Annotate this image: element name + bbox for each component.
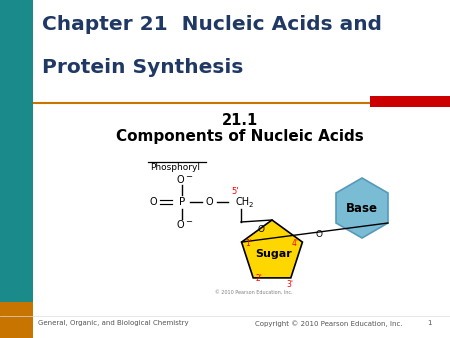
Text: O: O	[205, 197, 213, 207]
Text: CH: CH	[235, 197, 249, 207]
Text: 1': 1'	[245, 239, 252, 248]
Text: −: −	[185, 172, 192, 182]
Text: Copyright © 2010 Pearson Education, Inc.: Copyright © 2010 Pearson Education, Inc.	[255, 320, 403, 327]
Text: Sugar: Sugar	[256, 249, 292, 259]
Text: 21.1: 21.1	[222, 113, 258, 128]
Text: 2': 2'	[256, 274, 263, 283]
Text: O: O	[315, 230, 322, 239]
Bar	[0, 0, 33, 338]
Text: P: P	[179, 197, 185, 207]
Text: Protein Synthesis: Protein Synthesis	[42, 58, 243, 77]
Text: 4': 4'	[292, 239, 299, 248]
Text: Chapter 21  Nucleic Acids and: Chapter 21 Nucleic Acids and	[42, 15, 382, 34]
Text: © 2010 Pearson Education, Inc.: © 2010 Pearson Education, Inc.	[215, 290, 292, 295]
Text: 2: 2	[249, 202, 253, 208]
Bar	[370, 96, 450, 107]
Text: Components of Nucleic Acids: Components of Nucleic Acids	[116, 129, 364, 144]
Text: Phosphoryl: Phosphoryl	[150, 163, 200, 172]
Polygon shape	[336, 178, 388, 238]
Text: O: O	[176, 175, 184, 185]
Text: Base: Base	[346, 201, 378, 215]
Text: O: O	[149, 197, 157, 207]
Text: General, Organic, and Biological Chemistry: General, Organic, and Biological Chemist…	[38, 320, 189, 326]
Text: 1: 1	[428, 320, 432, 326]
Text: O: O	[176, 220, 184, 230]
Polygon shape	[242, 220, 302, 278]
Text: 5': 5'	[231, 188, 238, 196]
Bar	[0, 302, 33, 338]
Text: 3': 3'	[286, 281, 293, 289]
Text: O: O	[257, 224, 264, 234]
Text: −: −	[185, 217, 192, 226]
